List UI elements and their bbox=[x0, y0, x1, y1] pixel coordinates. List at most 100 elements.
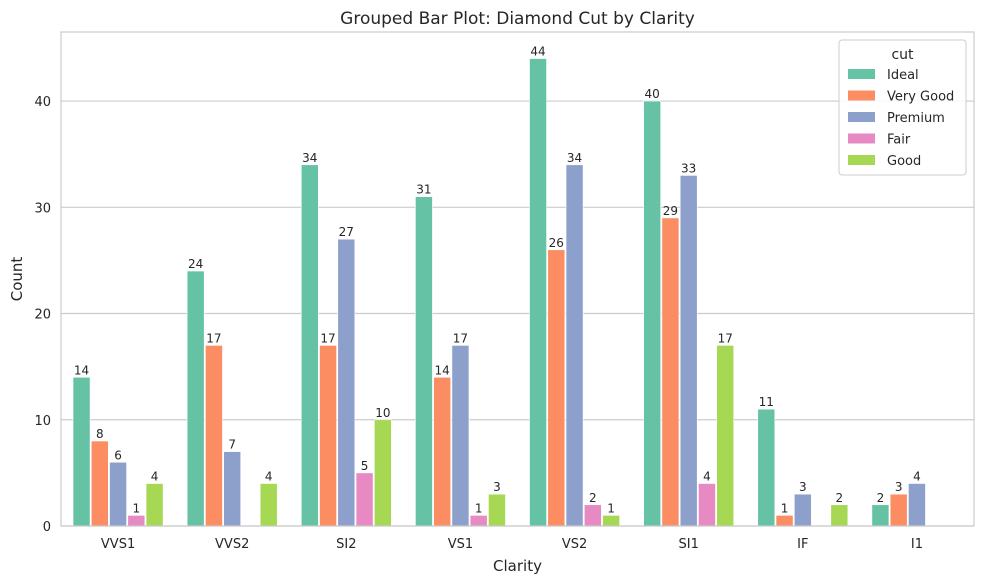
x-tick-label: VS1 bbox=[448, 537, 473, 552]
x-tick-label: VVS1 bbox=[101, 537, 135, 552]
bar-value-label: 33 bbox=[681, 161, 696, 175]
y-tick-label: 0 bbox=[43, 520, 51, 535]
y-axis-label: Count bbox=[8, 257, 26, 302]
bar-value-label: 27 bbox=[339, 225, 354, 239]
bar bbox=[127, 515, 146, 527]
y-tick-label: 20 bbox=[34, 308, 51, 323]
bar bbox=[415, 196, 433, 527]
bar-value-label: 10 bbox=[375, 406, 390, 420]
bar-value-label: 14 bbox=[74, 363, 89, 377]
bar bbox=[90, 440, 109, 527]
bar-value-label: 34 bbox=[302, 151, 317, 165]
x-axis-label: Clarity bbox=[493, 557, 542, 575]
bar bbox=[451, 345, 470, 527]
bar bbox=[757, 408, 776, 527]
bars bbox=[72, 58, 926, 527]
y-tick-label: 30 bbox=[34, 201, 51, 216]
bar-value-label: 4 bbox=[265, 470, 273, 484]
bar-value-label: 7 bbox=[228, 438, 236, 452]
legend-swatch bbox=[848, 155, 875, 165]
bar bbox=[72, 376, 91, 527]
bar-value-label: 17 bbox=[718, 331, 733, 345]
bar-value-label: 2 bbox=[877, 491, 885, 505]
bar-value-label: 17 bbox=[453, 331, 468, 345]
bar bbox=[433, 376, 452, 527]
bar-value-label: 1 bbox=[133, 501, 141, 515]
bar bbox=[469, 515, 488, 527]
bar-value-label: 34 bbox=[567, 151, 582, 165]
y-tick-label: 10 bbox=[34, 414, 51, 429]
bar bbox=[300, 164, 319, 527]
bar bbox=[643, 100, 661, 527]
bar bbox=[889, 493, 908, 527]
legend-swatch bbox=[848, 90, 875, 101]
legend-entry-label: Very Good bbox=[887, 90, 954, 105]
bar-value-label: 17 bbox=[320, 331, 335, 345]
bar-value-label: 1 bbox=[607, 501, 615, 515]
legend-entry-label: Ideal bbox=[887, 68, 919, 83]
bar bbox=[583, 504, 602, 527]
bar-value-label: 1 bbox=[475, 501, 483, 515]
bar-value-label: 3 bbox=[493, 480, 501, 494]
bar bbox=[775, 515, 794, 527]
bar-value-label: 31 bbox=[416, 183, 431, 197]
x-tick-label: SI1 bbox=[679, 537, 699, 552]
bar bbox=[223, 451, 242, 527]
bar-value-label: 24 bbox=[188, 257, 203, 271]
bar bbox=[565, 164, 584, 527]
y-tick-labels: 0 10 20 30 40 bbox=[34, 95, 51, 535]
bar-value-label: 4 bbox=[151, 470, 159, 484]
bar bbox=[145, 483, 164, 527]
x-tick-label: SI2 bbox=[336, 537, 356, 552]
bar-value-label: 14 bbox=[435, 363, 450, 377]
bar-value-label: 2 bbox=[589, 491, 597, 505]
plot-frame bbox=[60, 31, 975, 527]
bar bbox=[661, 217, 680, 527]
bar-value-label: 11 bbox=[759, 395, 774, 409]
bar bbox=[908, 483, 926, 527]
bar bbox=[830, 504, 849, 527]
bar-value-label: 5 bbox=[361, 459, 369, 473]
bar bbox=[186, 270, 205, 527]
bar-value-label: 4 bbox=[703, 470, 711, 484]
bar-value-label: 17 bbox=[206, 331, 221, 345]
y-tick-label: 40 bbox=[34, 95, 51, 110]
bar-value-label: 40 bbox=[645, 87, 660, 101]
legend-swatch bbox=[848, 112, 875, 122]
bar bbox=[337, 238, 356, 527]
legend-swatch bbox=[848, 69, 875, 79]
legend-entry-label: Good bbox=[887, 154, 921, 169]
chart-title: Grouped Bar Plot: Diamond Cut by Clarity bbox=[340, 9, 695, 29]
x-tick-label: IF bbox=[797, 537, 808, 552]
bar bbox=[374, 419, 392, 527]
legend: cut Ideal Very Good Premium Fair Good bbox=[838, 39, 967, 176]
bar-value-label: 29 bbox=[663, 204, 678, 218]
bar-value-label: 3 bbox=[799, 480, 807, 494]
x-tick-label: I1 bbox=[911, 537, 923, 552]
bar bbox=[547, 249, 566, 527]
bar bbox=[679, 175, 698, 527]
bar bbox=[109, 461, 127, 527]
bar-value-label: 8 bbox=[96, 427, 104, 441]
bar bbox=[355, 472, 374, 527]
legend-swatch bbox=[848, 133, 875, 144]
bar-value-label: 3 bbox=[895, 480, 903, 494]
bar-value-label: 2 bbox=[836, 491, 844, 505]
bar-value-labels: 1486142417743417275103114171344263421402… bbox=[74, 45, 921, 516]
bar-value-label: 6 bbox=[114, 448, 122, 462]
legend-title: cut bbox=[891, 47, 914, 63]
bar bbox=[871, 504, 890, 527]
bar bbox=[602, 515, 620, 527]
bar bbox=[529, 58, 547, 527]
x-tick-labels: VVS1 VVS2 SI2 VS1 VS2 SI1 IF I1 bbox=[101, 537, 923, 552]
legend-entry-label: Fair bbox=[887, 133, 911, 148]
bar bbox=[793, 493, 812, 527]
x-tick-label: VVS2 bbox=[215, 537, 249, 552]
bar bbox=[205, 345, 223, 527]
bar bbox=[716, 345, 735, 527]
bar bbox=[488, 493, 506, 527]
bar-value-label: 44 bbox=[530, 45, 545, 59]
legend-entry-label: Premium bbox=[887, 111, 945, 126]
bar-value-label: 26 bbox=[549, 236, 564, 250]
